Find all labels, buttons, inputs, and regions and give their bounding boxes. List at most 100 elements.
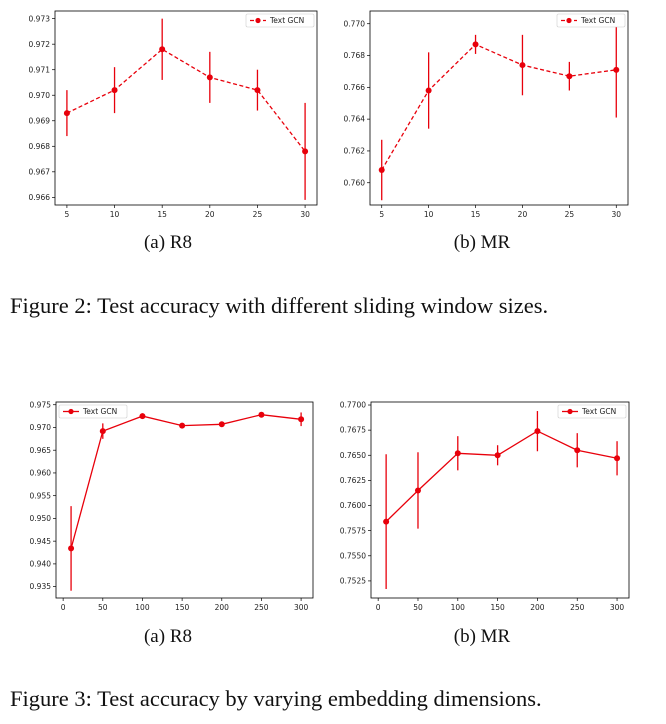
y-tick-label: 0.965 [30, 446, 52, 455]
x-tick-label: 250 [254, 603, 269, 612]
x-tick-label: 15 [471, 210, 481, 219]
legend: Text GCN [245, 13, 315, 28]
data-point [68, 545, 75, 552]
legend-box [245, 13, 315, 28]
data-point [472, 41, 479, 48]
legend-swatch-marker [68, 408, 74, 415]
legend-label: Text GCN [580, 16, 615, 25]
x-tick-label: 20 [205, 210, 215, 219]
x-tick-label: 300 [610, 603, 625, 612]
y-tick-label: 0.935 [30, 582, 52, 591]
y-tick-label: 0.971 [29, 65, 51, 74]
legend-label: Text GCN [581, 407, 616, 416]
legend: Text GCN [556, 13, 626, 28]
y-tick-label: 0.7575 [340, 526, 366, 535]
x-tick-label: 300 [294, 603, 309, 612]
data-point [63, 110, 70, 117]
data-point [614, 455, 621, 462]
data-point [298, 416, 305, 423]
y-tick-label: 0.770 [344, 19, 366, 28]
data-point [111, 87, 118, 94]
data-point [159, 46, 166, 53]
data-point [574, 447, 581, 454]
series-line [385, 430, 618, 523]
y-tick-label: 0.760 [344, 178, 366, 187]
y-tick-label: 0.7675 [340, 426, 366, 435]
legend-swatch-marker [567, 408, 573, 415]
legend-box [556, 13, 626, 28]
y-tick-label: 0.973 [29, 14, 51, 23]
data-point [378, 167, 385, 174]
data-point [258, 411, 265, 418]
plot-frame [369, 10, 629, 206]
plot-frame [370, 401, 630, 599]
y-tick-label: 0.968 [29, 142, 51, 151]
data-point [534, 428, 541, 435]
data-point [179, 422, 186, 429]
data-point [414, 487, 421, 494]
figure-3-caption: Figure 3: Test accuracy by varying embed… [10, 686, 542, 711]
data-point [139, 413, 146, 420]
x-tick-label: 250 [570, 603, 585, 612]
y-tick-label: 0.970 [29, 91, 51, 100]
x-tick-label: 10 [110, 210, 120, 219]
data-point [302, 148, 309, 155]
legend-box [58, 404, 128, 419]
legend-swatch-marker [566, 17, 572, 24]
y-tick-label: 0.969 [29, 116, 51, 125]
y-tick-label: 0.762 [344, 147, 366, 156]
y-tick-label: 0.975 [30, 400, 52, 409]
y-tick-label: 0.967 [29, 167, 51, 176]
y-tick-label: 0.945 [30, 537, 52, 546]
y-tick-label: 0.7525 [340, 577, 366, 586]
y-tick-label: 0.7700 [340, 401, 366, 410]
x-tick-label: 50 [413, 603, 423, 612]
y-tick-label: 0.960 [30, 469, 52, 478]
y-tick-label: 0.768 [344, 51, 366, 60]
x-tick-label: 30 [300, 210, 310, 219]
data-point [494, 452, 501, 459]
y-tick-label: 0.950 [30, 514, 52, 523]
y-tick-label: 0.966 [29, 193, 51, 202]
plot-frame [54, 10, 318, 206]
y-tick-label: 0.764 [344, 115, 366, 124]
x-tick-label: 30 [611, 210, 621, 219]
x-tick-label: 5 [379, 210, 384, 219]
plot-frame [55, 401, 314, 599]
y-tick-label: 0.7625 [340, 476, 366, 485]
data-point [218, 421, 225, 428]
x-tick-label: 25 [253, 210, 263, 219]
data-point [425, 87, 432, 94]
y-tick-label: 0.940 [30, 559, 52, 568]
legend-box [557, 404, 627, 419]
subcaption-fig2-b: (b) MR [453, 232, 511, 253]
data-point [383, 518, 390, 525]
x-tick-label: 20 [518, 210, 528, 219]
legend: Text GCN [58, 404, 128, 419]
legend-label: Text GCN [82, 407, 117, 416]
x-tick-label: 5 [65, 210, 70, 219]
series-line [381, 43, 617, 171]
data-point [454, 450, 461, 457]
legend-label: Text GCN [269, 16, 304, 25]
series-line [66, 48, 306, 152]
y-tick-label: 0.972 [29, 40, 51, 49]
x-tick-label: 150 [175, 603, 190, 612]
subcaption-fig3-a: (a) R8 [143, 626, 192, 647]
x-tick-label: 0 [61, 603, 66, 612]
y-tick-label: 0.7550 [340, 551, 366, 560]
legend: Text GCN [557, 404, 627, 419]
y-tick-label: 0.955 [30, 491, 52, 500]
data-point [519, 62, 526, 69]
x-tick-label: 200 [215, 603, 230, 612]
y-tick-label: 0.970 [30, 423, 52, 432]
y-tick-label: 0.7600 [340, 501, 366, 510]
x-tick-label: 200 [530, 603, 545, 612]
data-point [99, 428, 106, 435]
data-point [254, 87, 261, 94]
x-tick-label: 100 [135, 603, 150, 612]
